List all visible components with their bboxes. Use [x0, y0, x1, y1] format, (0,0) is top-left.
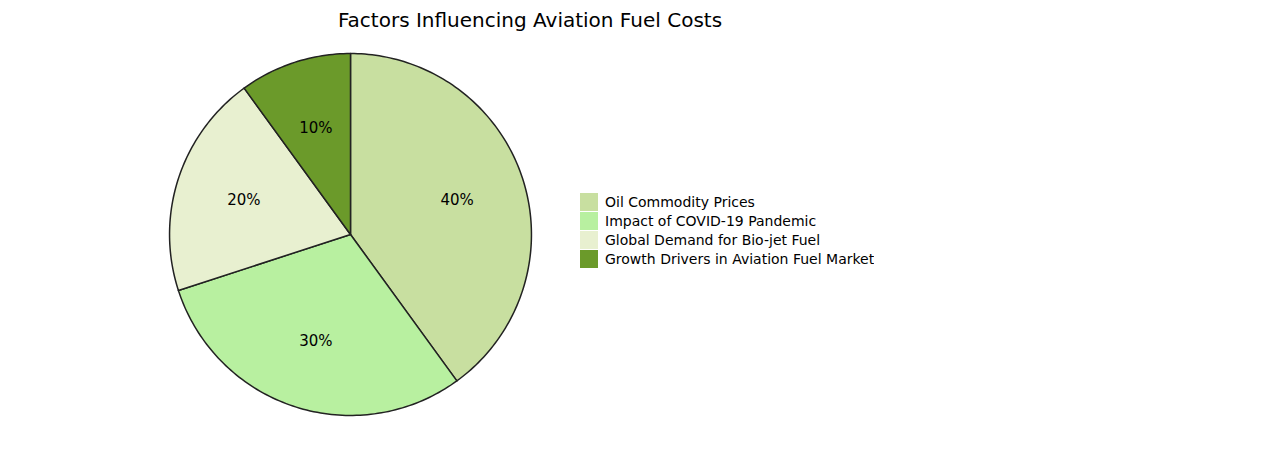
- svg-text:20%: 20%: [227, 191, 260, 209]
- html-text:Global Demand for Bio-jet Fuel: Global Demand for Bio-jet Fuel: [605, 231, 821, 248]
- html-text:Growth Drivers in Aviation Fue: Growth Drivers in Aviation Fuel Market: [605, 250, 875, 267]
- svg-text:40%: 40%: [441, 191, 474, 209]
- svg-text:10%: 10%: [299, 119, 332, 137]
- html-text:Oil Commodity Prices: Oil Commodity Prices: [605, 193, 755, 210]
- svg-text:30%: 30%: [299, 332, 332, 350]
- html-text:Impact of COVID-19 Pandemic: Impact of COVID-19 Pandemic: [605, 212, 817, 229]
- html-text:Factors Influencing Aviation F: Factors Influencing Aviation Fuel Costs: [337, 8, 723, 32]
